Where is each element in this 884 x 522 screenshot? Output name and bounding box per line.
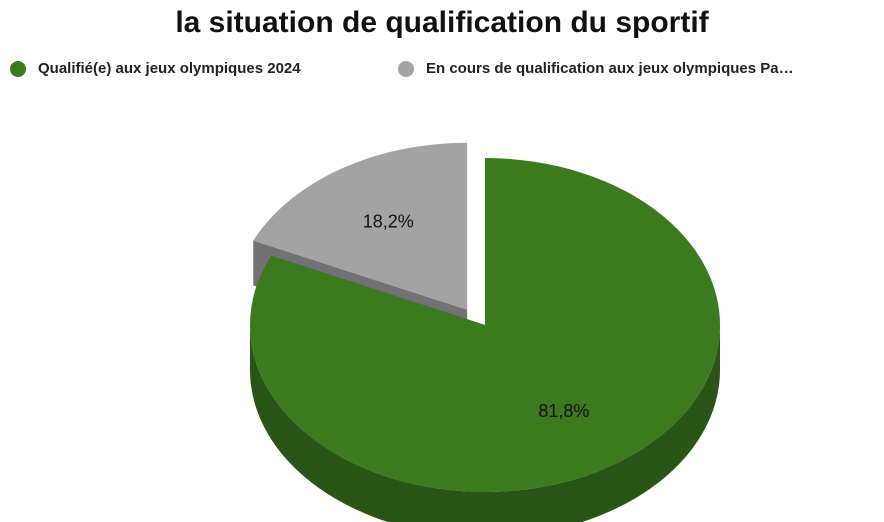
- legend-swatch: [10, 61, 26, 77]
- legend-label: Qualifié(e) aux jeux olympiques 2024: [38, 60, 301, 77]
- legend-label: En cours de qualification aux jeux olymp…: [426, 60, 794, 77]
- data-label: 18,2%: [363, 211, 414, 231]
- pie-top: [253, 142, 468, 310]
- pie-side-band: [250, 325, 720, 522]
- pie-top: [249, 158, 720, 493]
- chart-title: la situation de qualification du sportif: [175, 6, 709, 39]
- legend-swatch: [398, 61, 414, 77]
- data-label: 81,8%: [538, 401, 589, 421]
- pie-slice: [249, 158, 720, 522]
